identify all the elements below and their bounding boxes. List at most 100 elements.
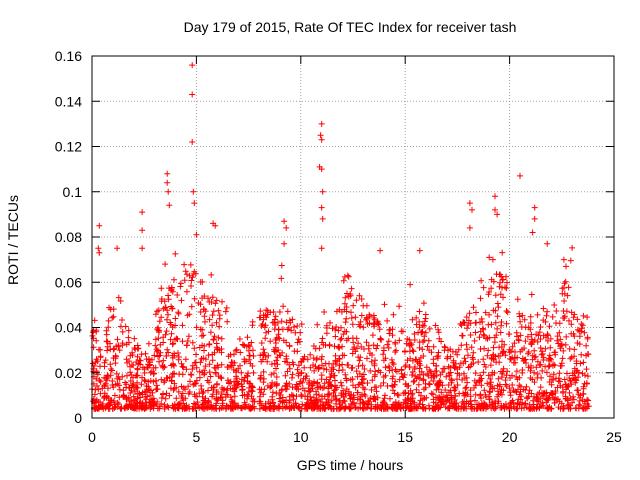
- data-point: [511, 340, 518, 347]
- data-point: [166, 285, 172, 292]
- data-point: [470, 356, 477, 363]
- data-point: [301, 353, 308, 360]
- data-point: [109, 367, 115, 374]
- data-point: [540, 332, 547, 339]
- data-point: [575, 369, 582, 376]
- data-point: [318, 136, 325, 143]
- data-point: [348, 365, 355, 372]
- data-point: [290, 392, 297, 399]
- data-point: [470, 349, 477, 356]
- data-point: [185, 333, 192, 340]
- data-point: [390, 311, 397, 318]
- data-point: [580, 383, 587, 390]
- data-point: [190, 405, 197, 412]
- data-point: [286, 317, 293, 324]
- data-point: [183, 342, 190, 349]
- data-point: [261, 324, 268, 331]
- data-point: [241, 377, 247, 384]
- data-point: [561, 280, 568, 287]
- data-point: [318, 376, 325, 383]
- data-point: [539, 348, 545, 355]
- data-point: [319, 401, 326, 408]
- data-point: [404, 336, 411, 342]
- data-point: [181, 261, 188, 268]
- data-point: [211, 364, 218, 371]
- data-point: [365, 345, 372, 352]
- data-point: [243, 343, 250, 350]
- data-point: [191, 359, 198, 366]
- data-point: [139, 245, 146, 252]
- data-point: [343, 315, 350, 322]
- data-point: [353, 297, 360, 304]
- data-point: [104, 347, 111, 354]
- data-point: [187, 261, 194, 268]
- data-point: [359, 404, 366, 411]
- data-point: [160, 305, 167, 312]
- data-point: [460, 360, 467, 367]
- data-point: [499, 249, 506, 256]
- data-point: [500, 348, 507, 355]
- data-point: [551, 302, 558, 308]
- data-point: [494, 393, 501, 400]
- data-point: [542, 345, 549, 352]
- data-point: [477, 295, 484, 302]
- data-point: [547, 335, 554, 342]
- data-point: [246, 380, 253, 387]
- data-point: [442, 404, 449, 411]
- data-point: [283, 397, 290, 404]
- data-point: [119, 340, 126, 347]
- data-point: [283, 319, 290, 326]
- data-point: [295, 362, 302, 369]
- data-point: [283, 403, 290, 410]
- data-point: [498, 374, 505, 381]
- data-point: [390, 361, 397, 368]
- data-point: [171, 370, 178, 377]
- data-point: [206, 369, 213, 376]
- data-point: [282, 383, 289, 390]
- data-point: [196, 374, 203, 381]
- data-point: [109, 314, 116, 321]
- data-point: [326, 341, 333, 348]
- data-point: [258, 340, 265, 346]
- data-point: [224, 318, 231, 325]
- data-point: [175, 309, 182, 316]
- data-point: [355, 363, 362, 370]
- data-point: [357, 354, 364, 361]
- data-point: [188, 303, 195, 310]
- data-point: [289, 374, 295, 381]
- data-point: [173, 395, 180, 402]
- data-point: [331, 343, 338, 350]
- data-point: [115, 342, 122, 349]
- data-point: [371, 396, 378, 402]
- data-point: [566, 345, 573, 352]
- data-point: [191, 380, 198, 387]
- data-point: [126, 358, 133, 365]
- data-point: [164, 403, 171, 410]
- data-point: [151, 370, 157, 377]
- data-point: [307, 364, 314, 371]
- data-point: [416, 358, 423, 365]
- data-point: [290, 404, 297, 411]
- data-point: [463, 384, 470, 391]
- data-point: [319, 215, 326, 222]
- data-point: [133, 405, 140, 412]
- data-point: [168, 286, 175, 292]
- data-point: [206, 341, 213, 348]
- data-point: [575, 405, 582, 412]
- data-point: [367, 350, 373, 357]
- data-point: [409, 390, 416, 397]
- data-point: [233, 384, 240, 391]
- data-point: [332, 326, 339, 333]
- data-point: [313, 356, 320, 363]
- data-point: [370, 312, 377, 319]
- data-point: [432, 405, 439, 412]
- data-point: [360, 324, 367, 331]
- data-point: [495, 304, 502, 311]
- data-point: [386, 330, 393, 337]
- data-point: [178, 297, 185, 304]
- data-point: [191, 200, 198, 207]
- data-point: [583, 380, 590, 387]
- data-point: [335, 327, 342, 334]
- data-point: [165, 349, 172, 356]
- data-point: [120, 387, 127, 394]
